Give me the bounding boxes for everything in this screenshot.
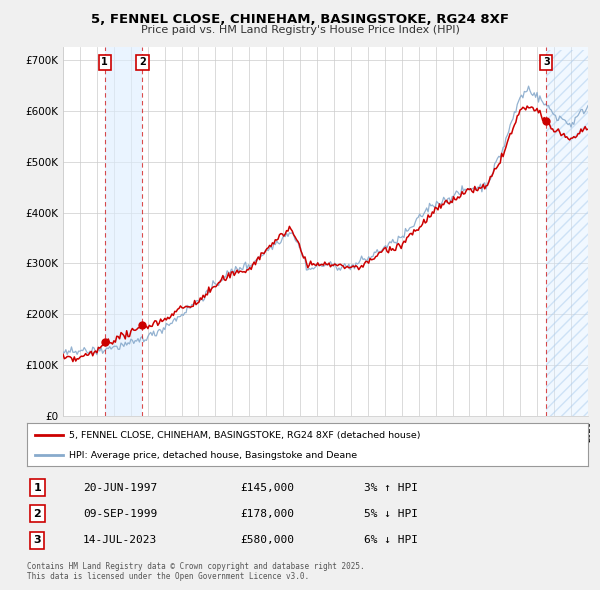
Text: £145,000: £145,000 — [240, 483, 294, 493]
Text: 6% ↓ HPI: 6% ↓ HPI — [364, 535, 418, 545]
Text: 2: 2 — [139, 57, 146, 67]
Bar — [547, 50, 588, 416]
Text: Contains HM Land Registry data © Crown copyright and database right 2025.
This d: Contains HM Land Registry data © Crown c… — [27, 562, 365, 581]
Text: 3: 3 — [33, 535, 41, 545]
Text: 2: 2 — [33, 509, 41, 519]
Text: 14-JUL-2023: 14-JUL-2023 — [83, 535, 157, 545]
Bar — [547, 47, 588, 416]
Text: 5, FENNEL CLOSE, CHINEHAM, BASINGSTOKE, RG24 8XF (detached house): 5, FENNEL CLOSE, CHINEHAM, BASINGSTOKE, … — [69, 431, 421, 440]
Text: HPI: Average price, detached house, Basingstoke and Deane: HPI: Average price, detached house, Basi… — [69, 451, 357, 460]
Text: 20-JUN-1997: 20-JUN-1997 — [83, 483, 157, 493]
Bar — [104, 47, 142, 416]
Text: £178,000: £178,000 — [240, 509, 294, 519]
Text: 1: 1 — [101, 57, 108, 67]
Text: Price paid vs. HM Land Registry's House Price Index (HPI): Price paid vs. HM Land Registry's House … — [140, 25, 460, 35]
Text: 3% ↑ HPI: 3% ↑ HPI — [364, 483, 418, 493]
Text: 1: 1 — [33, 483, 41, 493]
Text: 5, FENNEL CLOSE, CHINEHAM, BASINGSTOKE, RG24 8XF: 5, FENNEL CLOSE, CHINEHAM, BASINGSTOKE, … — [91, 13, 509, 26]
Text: 5% ↓ HPI: 5% ↓ HPI — [364, 509, 418, 519]
Text: 3: 3 — [543, 57, 550, 67]
Text: £580,000: £580,000 — [240, 535, 294, 545]
Text: 09-SEP-1999: 09-SEP-1999 — [83, 509, 157, 519]
